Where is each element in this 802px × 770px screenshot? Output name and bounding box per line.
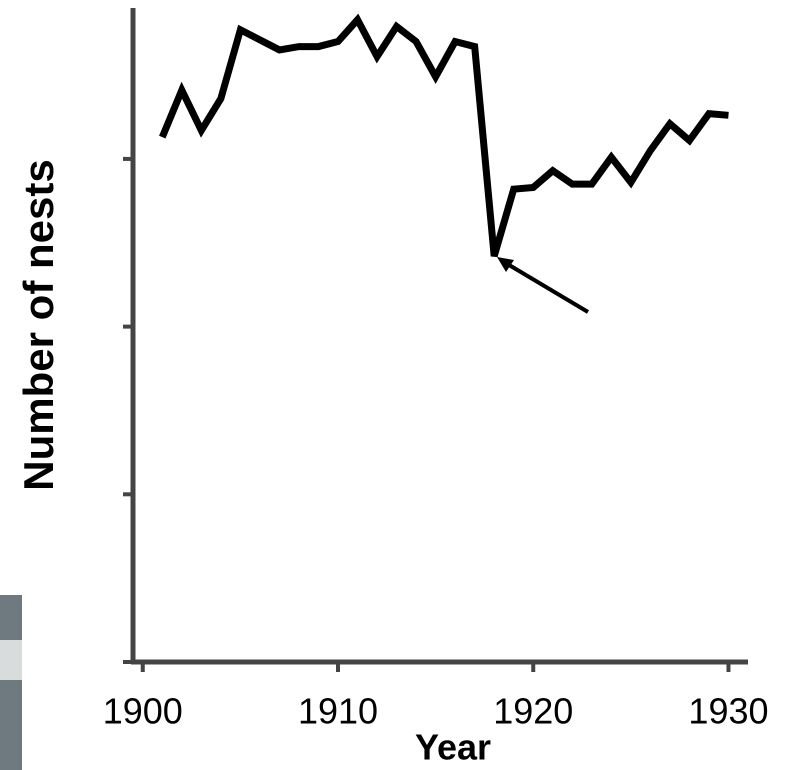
- data-line: [159, 13, 729, 258]
- x-tick-label: 1910: [298, 691, 378, 732]
- x-axis-label: Year: [415, 727, 491, 768]
- annotation-arrowhead: [497, 257, 514, 272]
- x-tick-label: 1900: [103, 691, 183, 732]
- annotation-arrow: [502, 260, 590, 314]
- x-tick-label: 1920: [493, 691, 573, 732]
- photo-fragment: [0, 640, 22, 680]
- photo-fragment: [0, 595, 22, 770]
- y-axis-label: Number of nests: [15, 159, 62, 490]
- x-tick-label: 1930: [688, 691, 768, 732]
